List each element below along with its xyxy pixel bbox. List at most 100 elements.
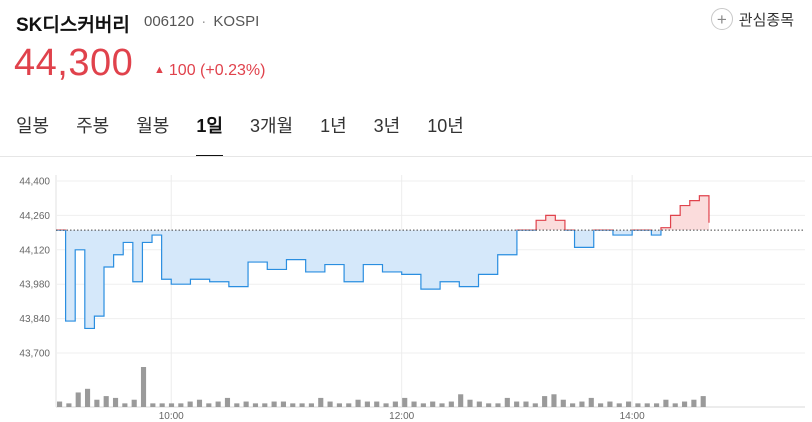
y-tick-label: 43,980 [19,280,50,291]
volume-bar [392,401,398,407]
market-name: KOSPI [213,13,260,30]
volume-bar [672,403,678,407]
volume-bar [607,401,613,407]
volume-bar [318,397,324,407]
change-value: 100 [168,62,196,79]
volume-bar [178,403,184,407]
stock-name: SK디스커버리 [16,15,130,36]
volume-bar [364,401,370,407]
volume-bar [691,399,697,407]
volume-bar [271,401,277,407]
add-watchlist-button[interactable]: + 관심종목 [710,8,794,30]
up-arrow-icon: ▲ [154,64,165,76]
y-tick-label: 43,840 [19,314,50,325]
plus-circle-icon: + [710,8,733,30]
volume-bar [94,399,100,407]
change-percent: (+0.23%) [200,62,266,79]
volume-bar [150,403,156,407]
volume-bar [159,403,165,407]
volume-bar [570,403,576,407]
volume-bar [374,401,380,407]
volume-bar [411,401,417,407]
intraday-price-chart[interactable]: 44,400 44,260 44,120 43,980 43,840 43,700 10:0… [0,157,812,422]
volume-bar [560,399,566,407]
volume-bar [112,397,119,407]
volume-bar [616,403,622,407]
volume-bar [542,396,548,407]
volume-bar [402,397,408,407]
stock-code-line: 006120 · KOSPI [144,13,259,30]
volume-bar [196,399,203,407]
volume-bar [467,399,473,407]
current-price: 44,300 [14,42,134,84]
stock-header: SK디스커버리 006120 · KOSPI + 관심종목 [16,8,796,36]
volume-bar [532,403,538,407]
volume-bar [299,403,305,407]
volume-bar [514,401,520,407]
tab-1-day[interactable]: 1일 [196,112,223,157]
volume-bar [504,397,510,407]
volume-bar [206,403,212,407]
volume-bar [168,403,175,407]
separator-dot: · [201,13,207,30]
volume-bar [383,403,389,407]
volume-bar [280,401,287,407]
price-change: ▲ 100 (+0.23%) [154,62,265,80]
volume-bar [430,401,436,407]
volume-bar [262,403,268,407]
below-reference-area [56,230,709,329]
volume-bar [598,403,604,407]
volume-bar [187,401,193,407]
y-tick-label: 44,260 [19,211,50,222]
volume-bar [355,399,361,407]
volume-bar [75,392,81,407]
volume-bar [439,403,445,407]
volume-bar [346,403,352,407]
x-tick-label: 10:00 [159,411,184,422]
volume-bar [140,367,147,407]
tab-3-months[interactable]: 3개월 [249,116,294,136]
volume-bar [476,401,482,407]
volume-bar [588,397,594,407]
volume-bar [663,399,669,407]
x-tick-label: 12:00 [389,411,414,422]
tab-weekly[interactable]: 주봉 [76,116,110,136]
volume-bar [523,401,529,407]
tab-daily[interactable]: 일봉 [16,116,50,136]
y-tick-label: 44,120 [19,245,50,256]
y-tick-label: 43,700 [19,349,50,360]
volume-bar [290,403,296,407]
volume-bar [66,403,72,407]
volume-bar [84,388,91,407]
volume-bar [700,396,706,407]
watchlist-label: 관심종목 [738,11,794,29]
volume-bar [308,403,314,407]
volume-bar [644,403,650,407]
period-tabs: 일봉 주봉 월봉 1일 3개월 1년 3년 10년 [16,112,491,157]
above-reference-area [536,195,709,231]
volume-bar [448,401,454,407]
volume-bar [579,401,585,407]
volume-bar [234,403,240,407]
volume-bar [215,401,221,407]
volume-bar [551,394,557,407]
volume-bar [495,403,501,407]
volume-bar [103,396,109,407]
volume-bar [681,401,688,407]
tab-divider [0,156,812,157]
tab-3-years[interactable]: 3년 [373,116,401,136]
tab-1-year[interactable]: 1년 [320,116,347,136]
volume-bar [635,403,641,407]
tab-10-years[interactable]: 10년 [427,116,464,136]
tab-monthly[interactable]: 월봉 [136,116,170,136]
price-line-down [56,230,662,330]
volume-bar [626,401,632,407]
volume-bar [336,403,342,407]
volume-bar [122,403,128,407]
volume-bar [224,397,231,407]
y-tick-label: 44,400 [19,177,50,188]
volume-bar [458,394,464,407]
volume-bar [486,403,492,407]
volume-bar [654,403,660,407]
volume-bar [131,399,137,407]
